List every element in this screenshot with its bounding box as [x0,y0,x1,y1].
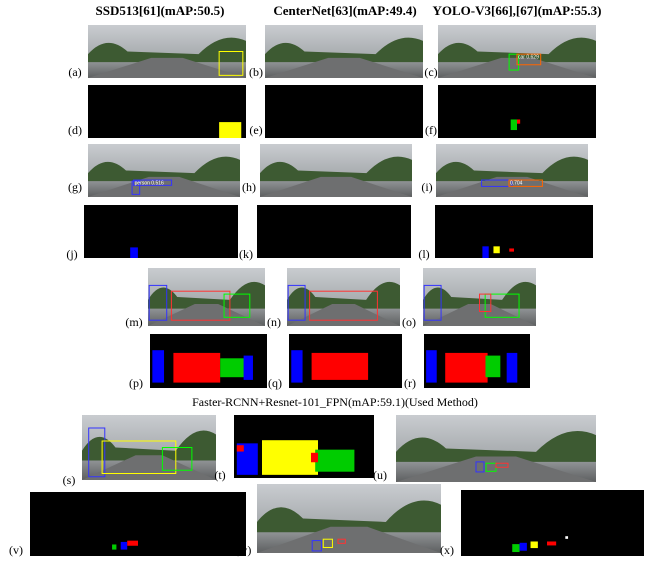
panel-label: (x) [440,543,454,557]
panel-label: (i) [421,180,432,194]
mask-region [220,358,246,377]
mask [461,490,644,556]
mask-region [312,353,369,380]
mask-region [173,353,220,383]
panel-label: (j) [66,247,77,261]
figure: SSD513[61](mAP:50.5) CenterNet[63](mAP:4… [0,0,656,564]
panel: person 0.516 (g) [68,144,240,197]
panel: (p) [129,334,267,390]
panel: (o) [402,268,536,329]
panel-label: (e) [249,123,262,137]
mask-region [219,122,241,138]
panel-label: (g) [68,180,82,194]
mask-region [565,536,568,539]
mask-region [121,542,127,550]
panel-label: (d) [68,123,82,137]
mask-region [237,445,244,451]
panel-label: (a) [68,65,81,79]
panel: (d) [68,85,246,138]
panel: (w) [235,484,441,557]
mask [84,205,238,258]
panel: (r) [404,334,530,390]
panel: (l) [418,205,593,261]
mask-region [315,450,354,472]
panel: 0.704 (i) [421,144,588,197]
detection-label: 0.704 [510,180,523,186]
mask-region [509,248,514,251]
mask-region [291,350,302,382]
panel-label: (u) [373,468,387,482]
panel: (v) [9,492,246,557]
panel: (b) [249,25,423,79]
panel: (f) [425,85,596,138]
panel: (q) [268,334,402,390]
panel-label: (t) [214,468,225,482]
panel-label: (f) [425,123,437,137]
panel: (m) [125,268,265,329]
panel: (a) [68,25,246,79]
mask-region [547,541,556,545]
panel-label: (s) [63,473,76,487]
panel-label: (o) [402,315,416,329]
column-header: YOLO-V3[66],[67](mAP:55.3) [433,3,602,18]
panel: (s) [63,415,216,487]
panel-label: (n) [267,315,281,329]
panel: (n) [267,268,400,329]
mask-region [262,440,318,475]
mask-region [426,350,437,382]
panel: (k) [239,205,411,261]
panel-label: (w) [235,543,252,557]
detection-label: car 0.629 [518,54,539,60]
panel-label: (v) [9,543,23,557]
panel-label: (c) [424,65,437,79]
mask-region [493,246,499,253]
panel-label: (l) [418,247,429,261]
mask-region [130,247,138,258]
panel: (e) [249,85,423,138]
detection-label: person 0.516 [135,180,164,186]
mask-region [112,544,116,549]
panel: (j) [66,205,238,261]
panel-label: (b) [249,65,263,79]
mask-region [152,350,164,382]
mask-region [127,541,138,546]
panel-label: (k) [239,247,253,261]
mask-region [517,119,520,123]
caption: Faster-RCNN+Resnet-101_FPN(mAP:59.1)(Use… [192,395,478,409]
mask [257,205,411,258]
panel-label: (r) [404,376,416,390]
mask [30,492,246,556]
mask-region [520,543,527,551]
panel: (u) [373,415,596,482]
panel: (h) [242,144,412,197]
panel: (t) [214,415,374,482]
mask-region [531,541,538,548]
mask-region [311,453,318,462]
panel-label: (h) [242,180,256,194]
mask-region [244,356,253,380]
panel: car 0.629 (c) [424,25,596,79]
panel-label: (p) [129,376,143,390]
panel-label: (m) [125,315,142,329]
mask-region [445,353,487,383]
mask-region [482,246,488,258]
mask-region [485,356,500,378]
mask-region [512,544,519,552]
mask [265,85,423,138]
panel: (x) [440,490,644,557]
mask-region [511,119,517,130]
mask-region [507,353,518,383]
panel-label: (q) [268,376,282,390]
column-header: CenterNet[63](mAP:49.4) [273,3,416,18]
column-header: SSD513[61](mAP:50.5) [96,3,225,18]
